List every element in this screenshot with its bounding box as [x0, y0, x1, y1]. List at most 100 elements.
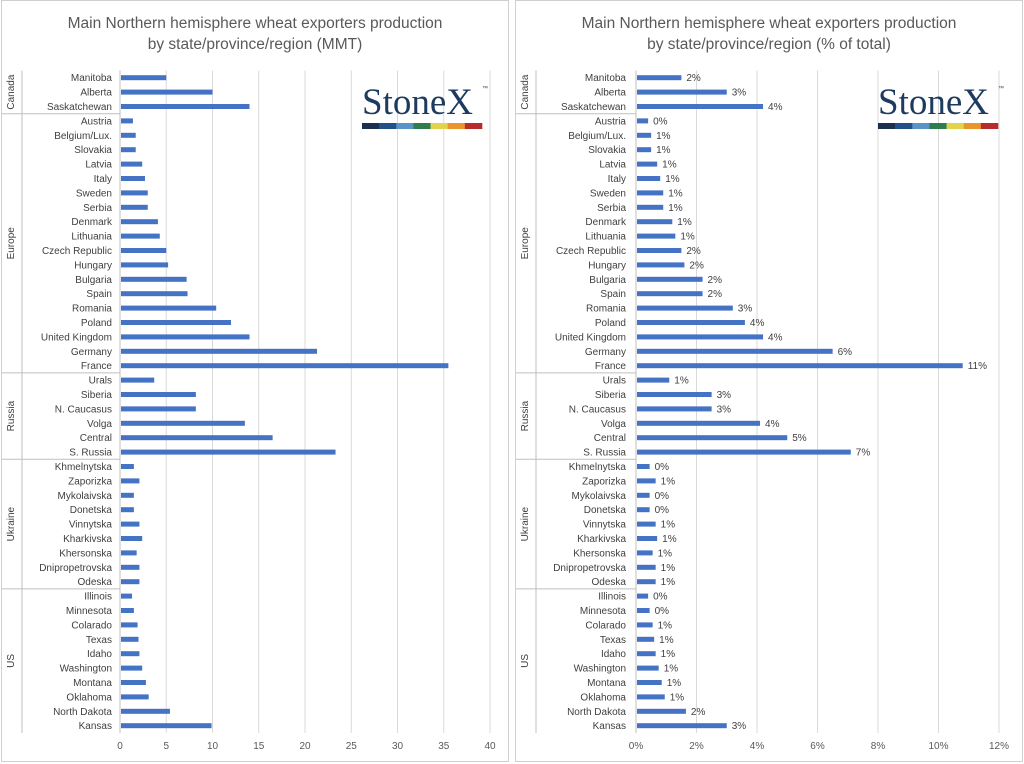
- bar: [637, 132, 652, 138]
- category-label: Khersonska: [573, 548, 626, 559]
- chart-title-line-2: by state/province/region (% of total): [647, 36, 891, 53]
- bar: [121, 161, 143, 167]
- data-label: 2%: [708, 275, 723, 286]
- category-label: Central: [80, 433, 112, 444]
- logo-stripe: [413, 123, 431, 129]
- bar: [121, 320, 231, 325]
- data-label: 1%: [670, 692, 685, 703]
- group-label: Europe: [520, 227, 531, 260]
- logo-stripe: [379, 123, 397, 129]
- bar: [637, 680, 662, 685]
- bar: [121, 564, 140, 570]
- data-label: 6%: [838, 347, 853, 358]
- bar: [637, 464, 650, 469]
- category-label: Dnipropetrovska: [553, 563, 626, 574]
- bar: [637, 348, 833, 354]
- bar: [637, 248, 682, 253]
- bar: [637, 478, 656, 484]
- category-label: Zaporizka: [582, 476, 626, 487]
- category-label: Sweden: [590, 188, 626, 199]
- bar: [121, 449, 336, 455]
- bar: [121, 708, 170, 714]
- bar: [121, 89, 213, 95]
- bar: [637, 536, 658, 541]
- bar: [121, 147, 136, 153]
- data-label: 3%: [732, 721, 747, 732]
- category-label: France: [81, 361, 113, 372]
- category-label: Kansas: [593, 721, 626, 732]
- data-label: 1%: [668, 188, 683, 199]
- group-label: US: [520, 654, 531, 668]
- chart-title-line-1: Main Northern hemisphere wheat exporters…: [68, 15, 443, 32]
- bar: [637, 204, 664, 210]
- data-label: 1%: [656, 145, 671, 156]
- category-label: Khmelnytska: [569, 462, 627, 473]
- data-label: 1%: [661, 476, 676, 487]
- bar: [121, 651, 140, 657]
- category-label: Alberta: [594, 88, 626, 99]
- logo-stripe: [963, 123, 982, 129]
- data-label: 0%: [653, 116, 668, 127]
- data-label: 1%: [661, 649, 676, 660]
- bar: [637, 104, 764, 109]
- category-label: Bulgaria: [589, 275, 626, 286]
- bar: [121, 262, 169, 268]
- bar: [121, 579, 140, 585]
- bar: [637, 233, 676, 239]
- category-label: Montana: [587, 678, 626, 689]
- category-label: Donetska: [584, 505, 627, 516]
- data-label: 7%: [856, 448, 871, 459]
- category-label: Spain: [86, 289, 112, 300]
- category-label: Central: [594, 433, 626, 444]
- category-label: Siberia: [81, 390, 113, 401]
- category-label: Idaho: [87, 649, 112, 660]
- category-label: Volga: [87, 419, 112, 430]
- bar: [637, 521, 656, 527]
- x-tick-label: 4%: [750, 741, 765, 752]
- bar: [637, 161, 658, 167]
- category-label: Mykolaivska: [58, 491, 113, 502]
- bar: [121, 464, 134, 469]
- category-label: Czech Republic: [556, 246, 626, 257]
- bar: [121, 363, 449, 369]
- bar: [637, 420, 761, 426]
- x-tick-label: 0: [117, 741, 123, 752]
- logo-stripe: [912, 123, 930, 129]
- category-label: Lithuania: [585, 232, 626, 243]
- bar: [637, 636, 655, 642]
- bar: [637, 219, 673, 225]
- data-label: 3%: [717, 390, 732, 401]
- category-label: Manitoba: [585, 73, 627, 84]
- bar: [637, 377, 670, 383]
- data-label: 1%: [661, 563, 676, 574]
- data-label: 4%: [765, 419, 780, 430]
- group-label: Russia: [6, 400, 17, 431]
- data-label: 1%: [680, 232, 695, 243]
- category-label: Oklahoma: [580, 692, 626, 703]
- category-label: Illinois: [598, 592, 626, 603]
- category-label: Manitoba: [71, 73, 113, 84]
- category-label: Hungary: [74, 260, 112, 271]
- bar: [637, 550, 653, 556]
- data-label: 3%: [738, 304, 753, 315]
- category-label: Vinnytska: [583, 520, 627, 531]
- bar: [637, 320, 745, 325]
- category-label: Kharkivska: [577, 534, 626, 545]
- bar: [121, 104, 250, 109]
- category-label: Donetska: [70, 505, 113, 516]
- category-label: Kharkivska: [63, 534, 112, 545]
- data-label: 1%: [661, 520, 676, 531]
- bar: [637, 608, 650, 613]
- bar: [121, 406, 196, 412]
- bar: [121, 219, 158, 225]
- bar: [637, 593, 649, 599]
- category-label: Washington: [574, 664, 626, 675]
- x-tick-label: 10%: [928, 741, 948, 752]
- bar: [121, 435, 273, 441]
- bar: [121, 550, 137, 556]
- data-label: 0%: [653, 592, 668, 603]
- bar: [637, 492, 650, 498]
- data-label: 0%: [655, 606, 670, 617]
- x-tick-label: 15: [253, 741, 265, 752]
- bar: [637, 176, 661, 181]
